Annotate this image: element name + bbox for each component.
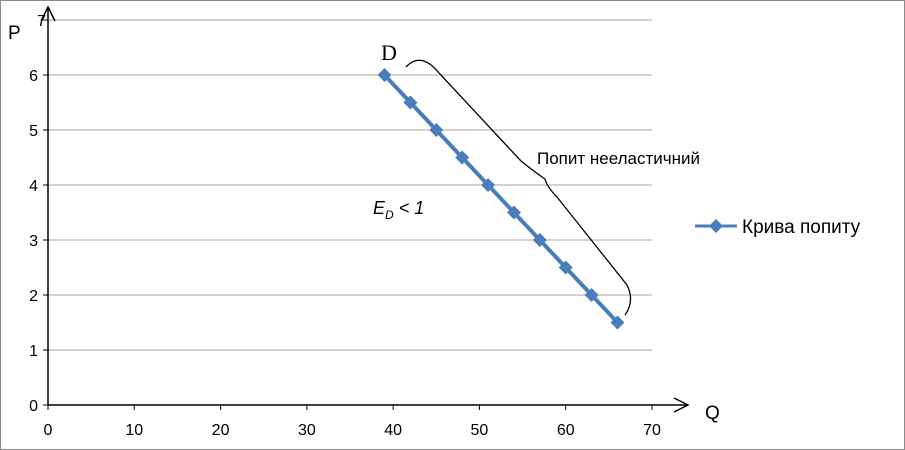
bracket-annotation: Попит нееластичний [537, 149, 700, 168]
data-point-3 [455, 150, 470, 165]
data-point-8 [584, 288, 599, 302]
y-tick-label-4: 4 [29, 178, 38, 195]
data-point-6 [532, 233, 547, 247]
grid-lines [48, 19, 652, 351]
x-tick-label-1: 10 [125, 422, 143, 439]
y-tick-label-2: 2 [29, 288, 38, 305]
data-point-5 [506, 205, 521, 220]
series-layer [377, 68, 625, 330]
y-tick-label-3: 3 [29, 233, 38, 250]
x-axis-arrow [673, 397, 690, 413]
y-tick-label-0: 0 [29, 398, 38, 415]
x-tick-label-4: 40 [384, 422, 402, 439]
y-tick-label-7: 7 [37, 13, 46, 30]
data-point-2 [429, 123, 444, 137]
series-line-0 [383, 73, 619, 324]
data-point-9 [610, 315, 625, 330]
y-tick-label-1: 1 [29, 343, 38, 360]
legend-marker [709, 219, 723, 233]
y-axis-title: P [8, 23, 21, 44]
legend-label: Крива попиту [742, 217, 861, 238]
data-point-0 [377, 68, 392, 82]
x-tick-label-5: 50 [471, 422, 489, 439]
data-point-7 [558, 260, 573, 275]
elasticity-sub: D [385, 208, 394, 222]
x-tick-label-3: 30 [298, 422, 316, 439]
x-tick-label-6: 60 [557, 422, 575, 439]
y-tick-label-6: 6 [29, 68, 38, 85]
data-point-4 [481, 178, 496, 192]
y-tick-label-5: 5 [29, 123, 38, 140]
axes [40, 5, 690, 413]
x-tick-label-0: 0 [44, 422, 53, 439]
elasticity-main: E [373, 198, 386, 218]
inelastic-bracket [405, 59, 632, 316]
curve-label-d: D [381, 40, 397, 65]
elasticity-relation: < 1 [394, 198, 425, 218]
data-point-1 [403, 95, 418, 110]
legend: Крива попиту [695, 217, 861, 238]
y-axis-arrow [40, 5, 56, 22]
x-axis-title: Q [705, 403, 720, 424]
x-tick-label-2: 20 [212, 422, 230, 439]
elasticity-label: ED < 1 [373, 198, 424, 222]
x-tick-label-7: 70 [643, 422, 661, 439]
